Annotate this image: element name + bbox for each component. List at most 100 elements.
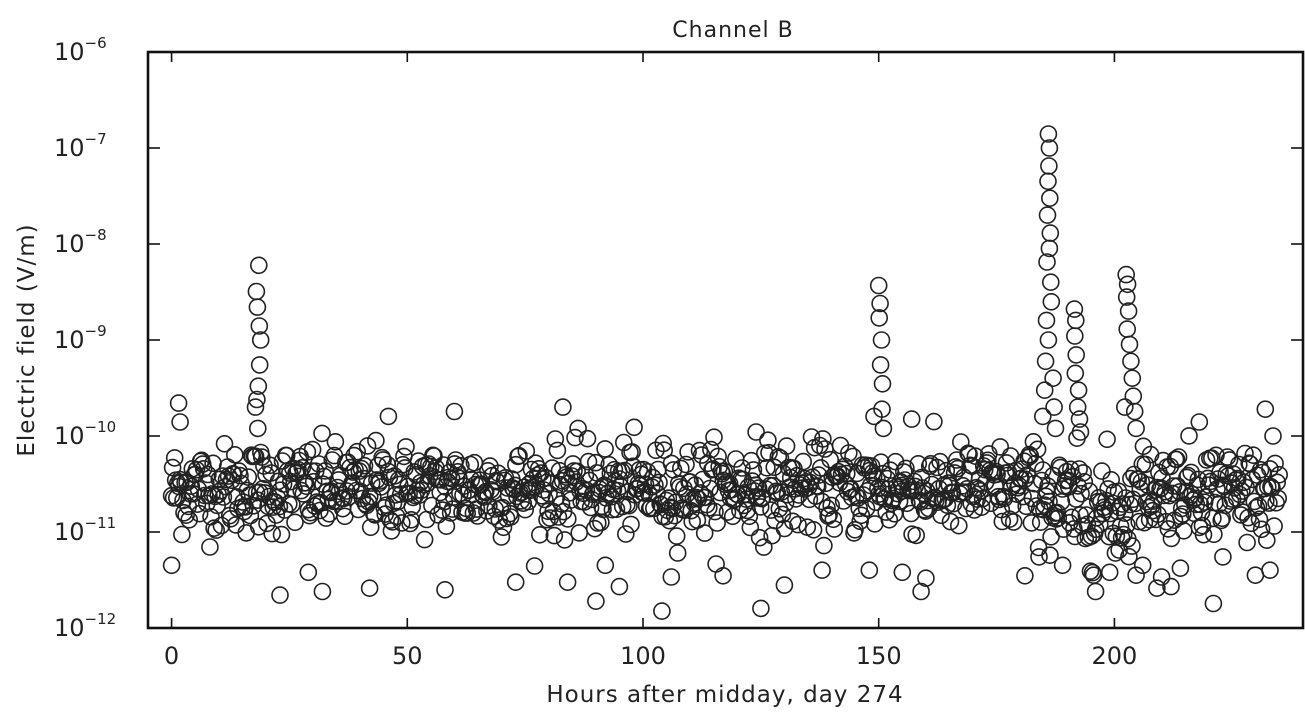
- data-point: [348, 442, 367, 461]
- data-point: [354, 469, 373, 488]
- data-point: [249, 377, 268, 396]
- data-point: [762, 501, 780, 519]
- data-point: [1119, 302, 1138, 320]
- data-point: [596, 556, 615, 575]
- data-point: [1120, 547, 1138, 566]
- data-point: [274, 475, 293, 493]
- data-point: [1094, 504, 1112, 523]
- data-point: [191, 452, 210, 471]
- data-point: [528, 466, 547, 484]
- data-point: [1118, 516, 1136, 534]
- data-point: [516, 500, 535, 519]
- data-point: [864, 467, 883, 486]
- y-tick-label: 10−6: [54, 34, 107, 66]
- data-point: [452, 456, 470, 475]
- data-point: [549, 508, 568, 526]
- data-point: [260, 487, 278, 506]
- data-point: [1162, 577, 1180, 596]
- data-point: [547, 488, 566, 507]
- x-axis-label: Hours after midday, day 274: [546, 682, 903, 708]
- data-point: [677, 455, 695, 474]
- data-point: [555, 531, 574, 549]
- data-point: [907, 526, 926, 545]
- data-point: [383, 513, 402, 531]
- data-point: [715, 462, 734, 481]
- data-point: [648, 484, 666, 503]
- data-point: [1174, 505, 1192, 523]
- data-point: [552, 495, 571, 513]
- data-point: [872, 331, 891, 349]
- data-point: [1074, 464, 1092, 482]
- data-point: [173, 525, 191, 544]
- data-point: [536, 490, 554, 509]
- data-point: [1106, 544, 1125, 562]
- data-point: [464, 504, 483, 522]
- data-point: [667, 527, 686, 545]
- data-point: [1188, 476, 1207, 495]
- data-point: [1041, 189, 1059, 207]
- data-point: [1169, 448, 1188, 466]
- data-point: [1116, 398, 1134, 416]
- data-point: [554, 398, 572, 416]
- data-point: [679, 443, 697, 461]
- data-point: [1066, 364, 1085, 383]
- data-point: [272, 525, 291, 544]
- data-point: [379, 407, 398, 426]
- data-point: [1261, 460, 1279, 478]
- y-tick-label: 10−7: [54, 130, 107, 162]
- data-point: [822, 496, 841, 515]
- data-point: [1127, 566, 1145, 585]
- data-point: [576, 466, 595, 484]
- data-point: [512, 492, 530, 510]
- data-point: [874, 419, 893, 438]
- data-point: [606, 472, 625, 491]
- data-point: [902, 410, 921, 428]
- data-point: [818, 499, 836, 517]
- data-point: [749, 479, 768, 497]
- data-point: [1171, 507, 1190, 526]
- data-point: [1214, 548, 1232, 566]
- data-point: [458, 504, 477, 522]
- data-point: [1251, 460, 1270, 479]
- data-point: [1039, 125, 1058, 143]
- data-point: [548, 441, 567, 460]
- data-point: [615, 461, 634, 480]
- data-point: [241, 506, 260, 525]
- data-point: [1046, 419, 1065, 438]
- data-point: [1068, 398, 1087, 416]
- data-point: [1186, 489, 1204, 508]
- data-point: [877, 503, 896, 521]
- data-point: [925, 412, 943, 431]
- data-point: [975, 460, 994, 479]
- data-point: [1261, 561, 1279, 580]
- data-point: [655, 441, 674, 460]
- data-point: [681, 473, 699, 491]
- data-point: [169, 394, 188, 412]
- data-point: [972, 498, 991, 517]
- data-point: [352, 459, 371, 478]
- data-point: [1041, 224, 1060, 242]
- data-point: [959, 444, 977, 463]
- data-point: [1214, 476, 1232, 495]
- data-point: [1042, 527, 1060, 546]
- data-point: [1071, 423, 1090, 441]
- data-point: [707, 555, 725, 573]
- data-point: [1194, 525, 1213, 544]
- data-point: [608, 481, 627, 500]
- data-point: [1101, 504, 1119, 523]
- data-point: [1042, 292, 1061, 311]
- x-tick-label: 50: [392, 642, 423, 670]
- data-point: [873, 400, 891, 419]
- data-point: [1247, 498, 1266, 517]
- data-point: [594, 500, 612, 519]
- data-point: [1039, 331, 1058, 349]
- data-point: [1207, 446, 1225, 465]
- data-point: [949, 516, 968, 535]
- data-point: [226, 445, 244, 464]
- chart-title: Channel B: [672, 18, 793, 43]
- data-point: [427, 459, 445, 477]
- data-point: [814, 430, 832, 448]
- data-point: [1039, 172, 1057, 191]
- data-point: [165, 449, 184, 467]
